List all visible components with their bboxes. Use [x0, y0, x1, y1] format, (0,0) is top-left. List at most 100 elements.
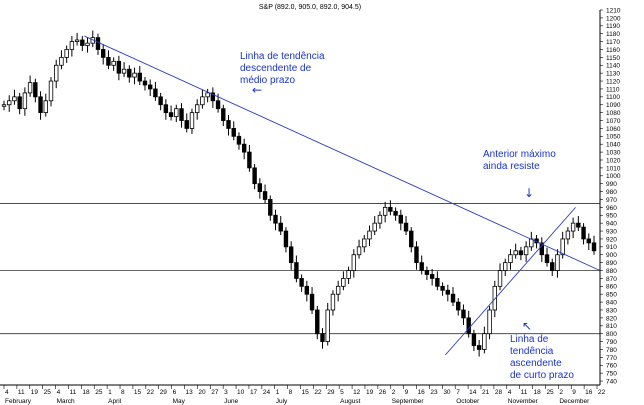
x-tick-label: 9 [572, 389, 576, 396]
y-tick-label: 1040 [606, 142, 621, 149]
y-tick-label: 1120 [606, 78, 620, 85]
y-tick-label: 830 [606, 307, 617, 314]
price-bar-body [414, 246, 419, 264]
month-label: May [173, 398, 186, 405]
price-bar-body [346, 270, 351, 279]
price-bar-body [116, 60, 122, 74]
y-tick-label: 750 [606, 371, 617, 378]
x-tick-label: 2 [559, 389, 563, 396]
price-bar-body [492, 285, 497, 311]
price-bar-body [476, 345, 482, 350]
x-tick-label: 26 [379, 389, 387, 396]
y-tick-label: 800 [606, 331, 617, 338]
y-tick-label: 840 [606, 300, 617, 307]
price-bar-body [325, 309, 330, 342]
x-tick-label: 11 [18, 389, 25, 396]
y-tick-label: 1130 [606, 71, 620, 78]
x-tick-label: 22 [147, 389, 155, 396]
x-tick-label: 20 [198, 389, 206, 396]
price-bar-body [1, 104, 7, 107]
x-tick-label: 29 [327, 389, 335, 396]
price-bar-body [268, 199, 273, 216]
x-tick-label: 4 [5, 389, 9, 396]
price-bar-body [424, 270, 430, 275]
price-bar-body [101, 49, 106, 58]
price-bar-body [168, 112, 174, 117]
price-bar-body [372, 222, 377, 232]
price-bar-body [121, 68, 127, 74]
month-label: July [276, 398, 288, 405]
x-tick-label: 2 [392, 389, 396, 396]
x-tick-label: 3 [224, 389, 228, 396]
price-bar-body [132, 72, 137, 78]
price-bar-body [544, 254, 550, 264]
price-bar-body [513, 250, 518, 256]
annotation-medio-prazo: Linha de tendência descendente de médio … [240, 51, 325, 86]
price-bar-body [388, 206, 393, 212]
arrow-up-left-icon: ↖ [522, 319, 533, 333]
price-bar-body [33, 82, 38, 98]
x-tick-label: 23 [430, 389, 438, 396]
price-bar-body [54, 64, 59, 82]
price-bar-body [523, 246, 529, 256]
x-tick-label: 18 [534, 389, 542, 396]
y-tick-label: 860 [606, 284, 617, 291]
price-bar-body [367, 230, 372, 240]
price-bar-body [200, 96, 205, 106]
price-bar-body [12, 96, 17, 102]
price-bar-body [497, 270, 503, 287]
price-bar-body [419, 262, 424, 271]
arrow-down-icon: ↓ [524, 186, 535, 200]
price-bar-body [382, 206, 388, 216]
y-tick-label: 1210 [606, 7, 621, 14]
price-bar-body [262, 191, 268, 200]
price-bar-body [184, 120, 189, 129]
x-tick-label: 8 [289, 389, 293, 396]
price-bar-body [210, 92, 216, 102]
price-bar-body [315, 309, 320, 335]
y-tick-label: 1080 [606, 110, 621, 117]
y-tick-label: 810 [606, 323, 617, 330]
x-axis: 4 11 19 25 4 11 18 25 1 8 15 22 29 6 13 20 27 3 10 17 24 1 8 15… [3, 385, 606, 405]
y-tick-label: 950 [606, 213, 617, 220]
x-tick-label: 12 [353, 389, 361, 396]
y-tick-label: 1160 [606, 47, 620, 54]
price-bar-body [247, 151, 252, 169]
price-bar-body [482, 333, 487, 350]
y-tick-label: 1190 [606, 23, 620, 30]
price-bar-body [283, 230, 289, 248]
y-tick-label: 890 [606, 260, 617, 267]
x-tick-label: 24 [263, 389, 271, 396]
price-bar-body [74, 39, 80, 42]
price-bar-body [356, 246, 362, 256]
x-tick-label: 6 [173, 389, 177, 396]
price-bar-body [48, 80, 54, 102]
x-tick-label: 1 [276, 389, 280, 396]
x-tick-label: 10 [237, 389, 245, 396]
price-bar-body [330, 293, 336, 311]
price-bar-body [85, 42, 90, 46]
y-tick-label: 990 [606, 181, 617, 188]
price-bar-body [215, 100, 221, 110]
month-label: April [108, 398, 122, 405]
y-tick-label: 780 [606, 347, 617, 354]
y-tick-label: 880 [606, 268, 617, 275]
trendline [84, 35, 601, 271]
price-bar-body [429, 274, 435, 279]
x-tick-label: 16 [585, 389, 593, 396]
x-tick-label: 19 [31, 389, 39, 396]
x-tick-label: 25 [95, 389, 103, 396]
price-bar-body [69, 41, 75, 50]
x-tick-label: 13 [185, 389, 193, 396]
x-tick-label: 11 [521, 389, 528, 396]
y-tick-label: 760 [606, 363, 617, 370]
price-bar-body [241, 143, 247, 153]
price-bar-body [179, 108, 184, 121]
price-bar-body [461, 309, 466, 319]
y-tick-label: 1200 [606, 15, 621, 22]
x-tick-label: 25 [44, 389, 52, 396]
price-bar-body [539, 242, 544, 256]
y-tick-label: 1020 [606, 157, 621, 164]
month-label: June [224, 398, 238, 405]
price-bar-body [341, 278, 346, 287]
